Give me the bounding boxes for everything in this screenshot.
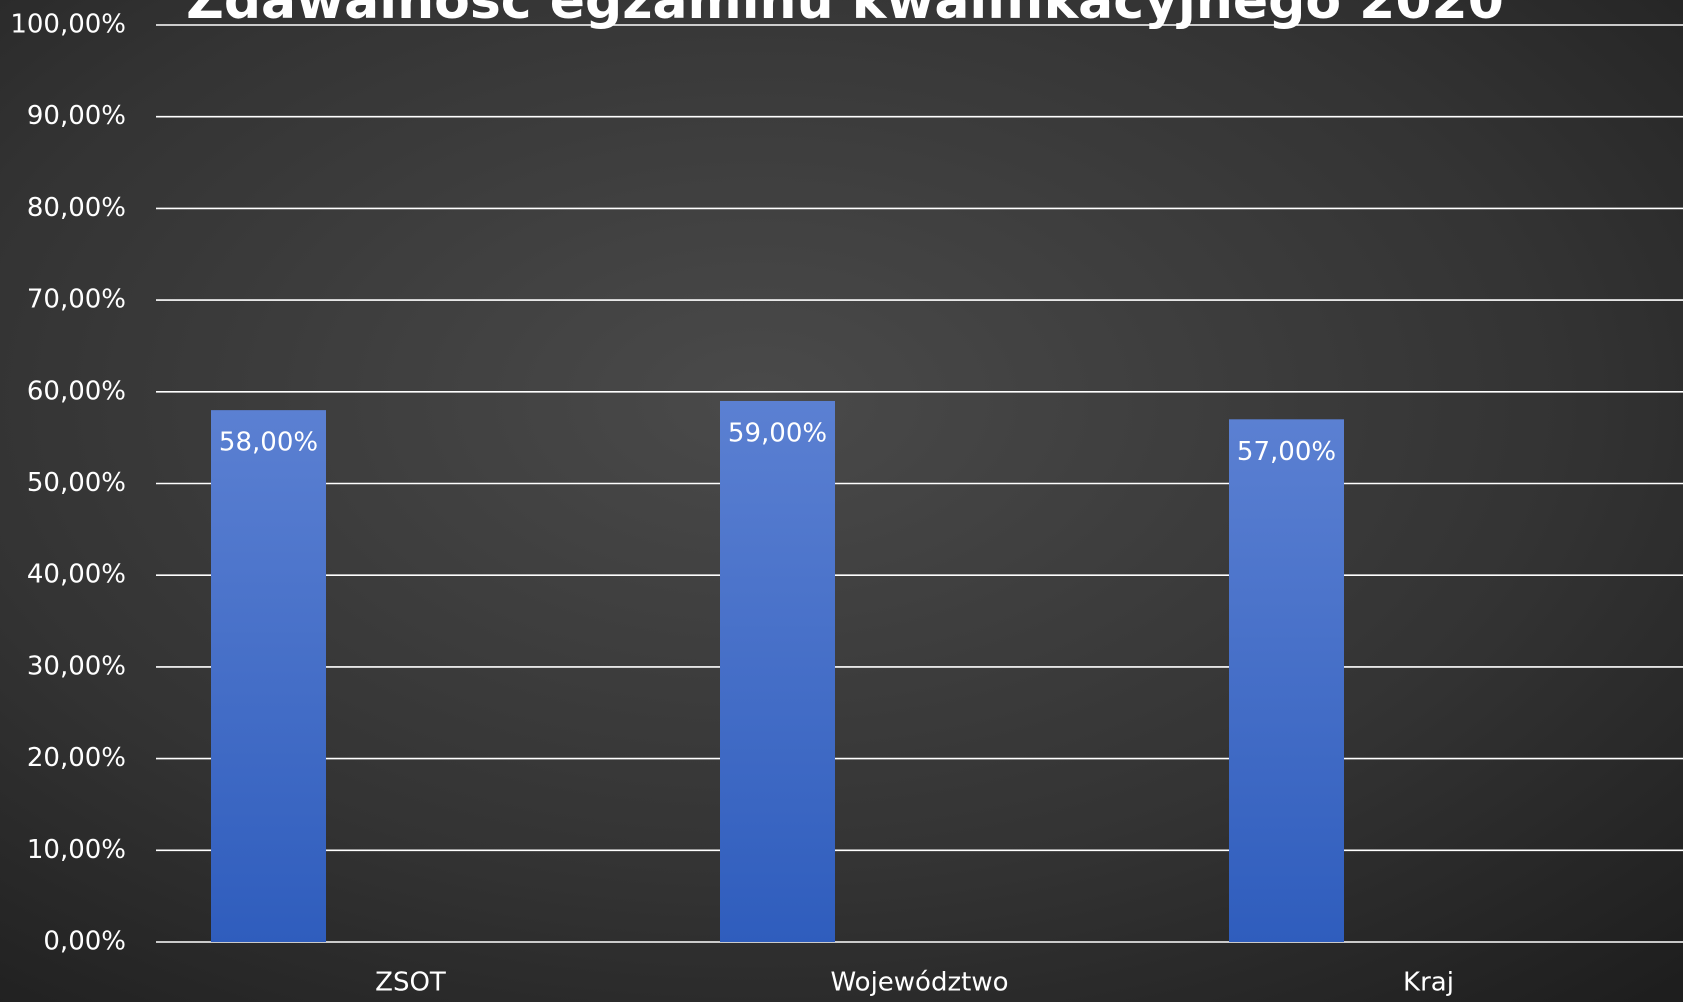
value-label: 59,00% bbox=[728, 418, 827, 448]
y-tick-label: 100,00% bbox=[10, 10, 126, 40]
x-tick-label: Województwo bbox=[830, 968, 1008, 998]
x-tick-label: Kraj bbox=[1403, 968, 1454, 998]
bar bbox=[720, 400, 835, 943]
y-tick-label: 60,00% bbox=[27, 376, 126, 406]
y-tick-label: 40,00% bbox=[27, 560, 126, 590]
value-label: 58,00% bbox=[219, 428, 318, 458]
value-label: 57,00% bbox=[1237, 437, 1336, 467]
y-tick-label: 20,00% bbox=[27, 743, 126, 773]
y-tick-label: 50,00% bbox=[27, 468, 126, 498]
y-tick-label: 80,00% bbox=[27, 193, 126, 223]
x-tick-label: ZSOT bbox=[375, 968, 446, 998]
y-tick-label: 70,00% bbox=[27, 285, 126, 315]
chart-title: Zdawalność egzaminu kwalifikacyjnego 202… bbox=[186, 0, 1504, 31]
y-tick-label: 0,00% bbox=[43, 927, 126, 957]
bar bbox=[1229, 419, 1344, 942]
y-tick-label: 30,00% bbox=[27, 651, 126, 681]
y-tick-label: 10,00% bbox=[27, 835, 126, 865]
bar bbox=[211, 410, 326, 942]
y-tick-label: 90,00% bbox=[27, 101, 126, 131]
